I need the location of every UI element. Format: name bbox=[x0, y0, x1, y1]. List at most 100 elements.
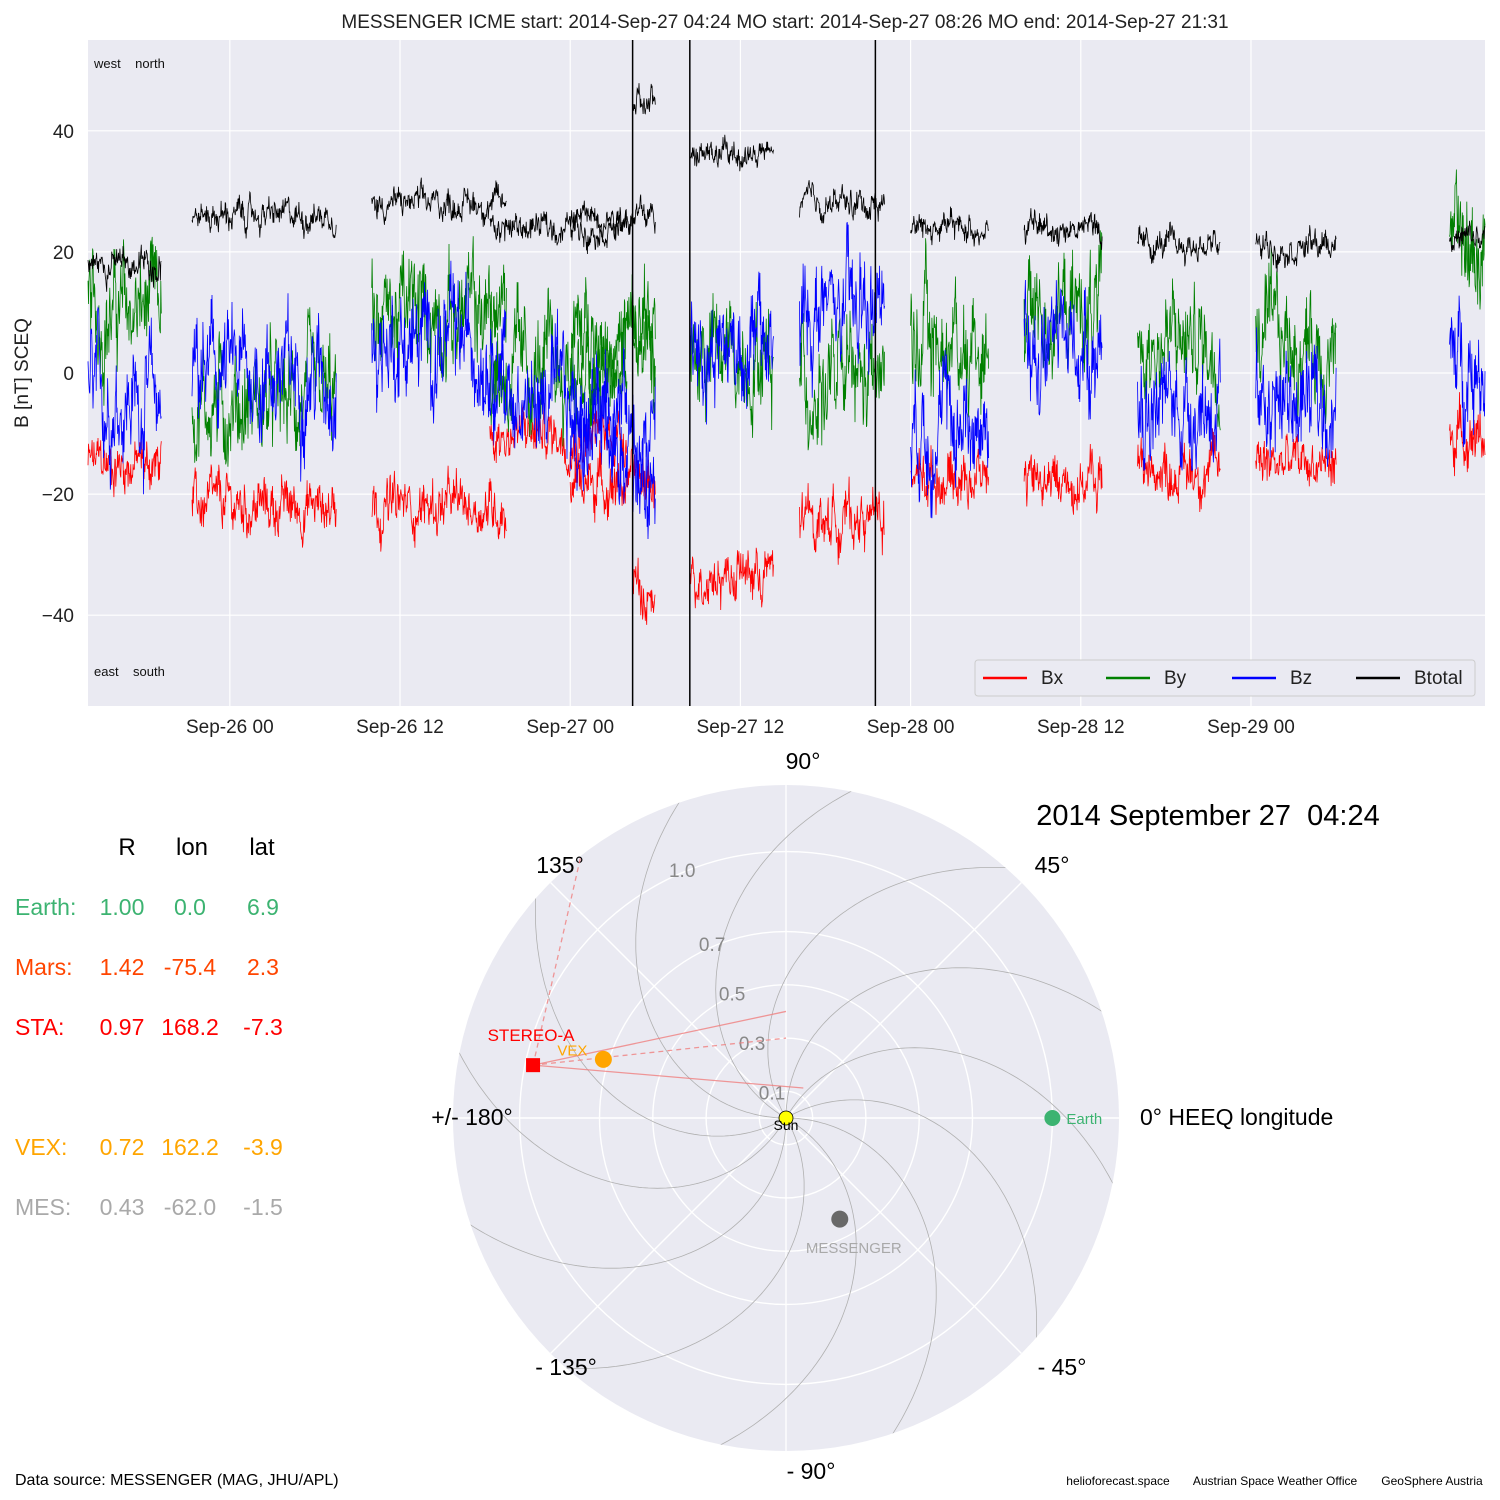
body-marker-earth bbox=[1044, 1110, 1061, 1126]
y-tick-label: 40 bbox=[53, 122, 74, 143]
table-cell: -3.9 bbox=[243, 1134, 283, 1160]
polar-angle-label: - 90° bbox=[787, 1458, 836, 1484]
polar-angle-label: - 45° bbox=[1038, 1354, 1087, 1380]
polar-ring bbox=[598, 930, 974, 1306]
series-btotal-segment bbox=[489, 207, 628, 255]
series-bx-segment bbox=[1449, 392, 1486, 477]
polar-r-tick-label: 0.1 bbox=[759, 1083, 785, 1104]
legend-label-bz: Bz bbox=[1290, 668, 1312, 689]
table-cell: 162.2 bbox=[161, 1134, 219, 1160]
series-bz-segment bbox=[799, 222, 885, 398]
polar-spoke bbox=[785, 882, 1022, 1119]
polar-spoke bbox=[550, 1117, 787, 1354]
body-label-earth: Earth bbox=[1066, 1111, 1102, 1128]
x-tick-label: Sep-27 00 bbox=[526, 717, 614, 738]
series-btotal-segment bbox=[569, 194, 656, 241]
polar-angle-label: 45° bbox=[1035, 852, 1070, 878]
polar-angle-label: 135° bbox=[536, 852, 584, 878]
table-header-lon: lon bbox=[176, 834, 208, 861]
table-cell: -62.0 bbox=[164, 1194, 216, 1220]
polar-angle-label: 90° bbox=[786, 748, 821, 774]
series-btotal-segment bbox=[1449, 220, 1486, 252]
series-bz-segment bbox=[371, 260, 507, 446]
series-bz-segment bbox=[1449, 295, 1486, 448]
body-marker-mes bbox=[831, 1210, 849, 1228]
data-source-text: Data source: MESSENGER (MAG, JHU/APL) bbox=[15, 1472, 339, 1489]
series-by-segment bbox=[799, 310, 885, 451]
table-cell: -75.4 bbox=[164, 954, 217, 980]
y-tick-label: −20 bbox=[42, 485, 74, 506]
body-label-sta: STEREO-A bbox=[488, 1026, 576, 1045]
parker-spiral bbox=[635, 788, 786, 1119]
sun-marker bbox=[778, 1110, 794, 1126]
series-btotal-segment bbox=[910, 206, 989, 247]
polar-r-tick-label: 1.0 bbox=[669, 861, 695, 882]
table-cell: 0.43 bbox=[100, 1194, 145, 1220]
series-by-segment bbox=[632, 263, 656, 414]
polar-angle-label: +/- 180° bbox=[431, 1104, 512, 1130]
credits: helioforecast.space Austrian Space Weath… bbox=[1066, 1474, 1483, 1488]
table-cell: 1.00 bbox=[100, 894, 145, 920]
legend: Bx By Bz Btotal bbox=[974, 659, 1476, 697]
series-btotal-segment bbox=[1023, 208, 1103, 250]
table-cell: 168.2 bbox=[161, 1014, 219, 1040]
series-btotal-segment bbox=[1255, 225, 1337, 273]
y-tick-label: 20 bbox=[53, 243, 74, 264]
series-bx-segment bbox=[910, 445, 989, 515]
annotation-east-south: east south bbox=[94, 664, 165, 679]
series-bz-segment bbox=[689, 271, 774, 425]
series-btotal-segment bbox=[799, 180, 885, 224]
table-cell: -1.5 bbox=[243, 1194, 283, 1220]
series-btotal-segment bbox=[87, 244, 162, 292]
parker-spiral bbox=[535, 881, 787, 1137]
body-label-mes: MESSENGER bbox=[806, 1240, 902, 1257]
x-tick-label: Sep-28 00 bbox=[867, 717, 955, 738]
polar-ring bbox=[652, 984, 920, 1252]
fov-line bbox=[532, 1064, 804, 1089]
parker-spiral bbox=[456, 1118, 787, 1269]
table-header-lat: lat bbox=[249, 834, 275, 861]
legend-label-bx: Bx bbox=[1041, 668, 1064, 689]
timeseries-ticks: Sep-26 00 Sep-26 12 Sep-27 00 Sep-27 12 Sep-… bbox=[42, 122, 1295, 738]
x-tick-label: Sep-26 12 bbox=[356, 717, 444, 738]
series-bx-segment bbox=[87, 437, 162, 498]
series-bz-segment bbox=[87, 306, 162, 495]
x-tick-label: Sep-27 12 bbox=[697, 717, 785, 738]
series-by-segment bbox=[1023, 230, 1103, 380]
series-bx-segment bbox=[489, 401, 628, 478]
polar-r-tick-label: 0.5 bbox=[719, 984, 745, 1005]
y-tick-label: 0 bbox=[63, 364, 74, 385]
series-bx-segment bbox=[632, 557, 656, 625]
series-btotal-segment bbox=[1137, 221, 1221, 267]
parker-spiral bbox=[785, 1099, 1037, 1355]
credit-geosphere-austria: GeoSphere Austria bbox=[1381, 1474, 1483, 1488]
series-bx-segment bbox=[689, 547, 774, 611]
sun-label: Sun bbox=[774, 1117, 799, 1133]
series-by-segment bbox=[569, 274, 656, 429]
series-by-segment bbox=[371, 236, 507, 383]
series-bz-segment bbox=[191, 293, 337, 482]
parker-spiral bbox=[549, 1117, 805, 1369]
table-row-label: STA: bbox=[15, 1014, 64, 1040]
legend-label-by: By bbox=[1164, 668, 1187, 689]
x-tick-label: Sep-29 00 bbox=[1207, 717, 1295, 738]
series-bz-segment bbox=[1137, 338, 1221, 472]
series-btotal-segment bbox=[632, 83, 656, 115]
series-bz-segment bbox=[1255, 327, 1337, 467]
fov-line bbox=[532, 1037, 787, 1066]
table-row-label: VEX: bbox=[15, 1134, 67, 1160]
polar-angle-label: - 135° bbox=[535, 1354, 597, 1380]
table-cell: 0.0 bbox=[174, 894, 206, 920]
polar-title: 2014 September 27 04:24 bbox=[1036, 800, 1379, 832]
legend-label-btotal: Btotal bbox=[1414, 668, 1463, 689]
timeseries-series bbox=[87, 83, 1486, 625]
polar-r-tick-label: 0.3 bbox=[739, 1034, 765, 1055]
parker-spiral bbox=[786, 1117, 937, 1448]
table-cell: 1.42 bbox=[100, 954, 145, 980]
series-by-segment bbox=[1449, 169, 1486, 310]
body-marker-vex bbox=[594, 1050, 612, 1068]
table-row-label: MES: bbox=[15, 1194, 71, 1220]
table-row-label: Mars: bbox=[15, 954, 73, 980]
table-cell: 0.97 bbox=[100, 1014, 145, 1040]
